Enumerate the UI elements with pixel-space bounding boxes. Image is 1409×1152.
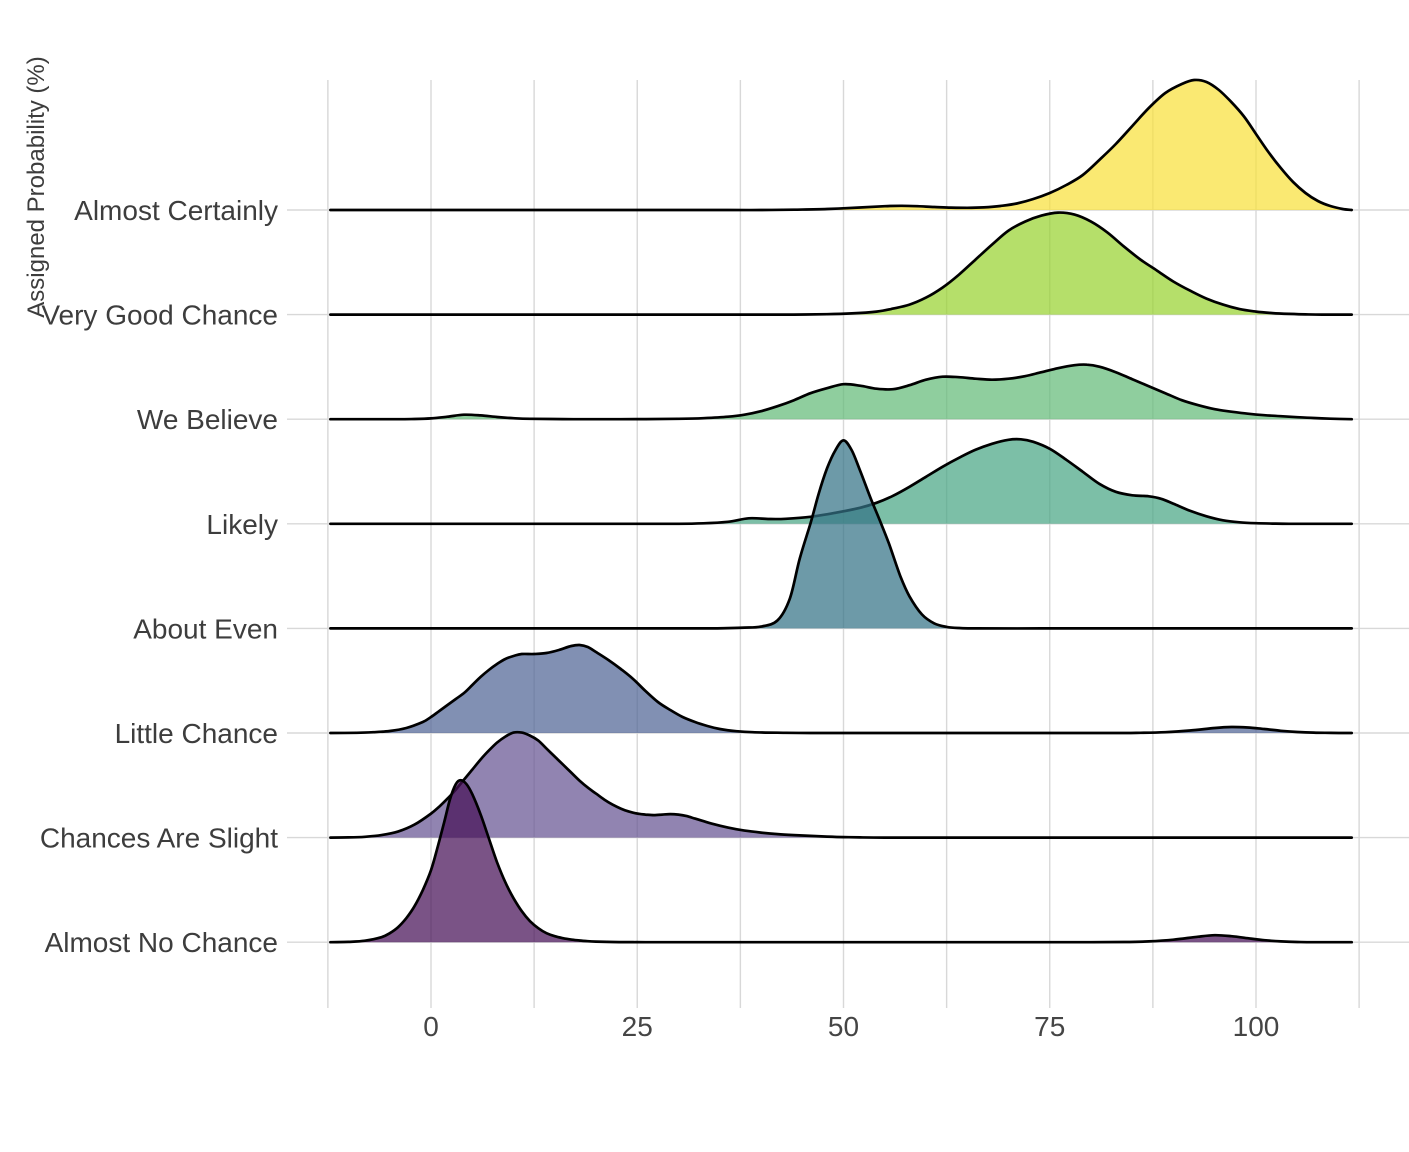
category-label-likely: Likely <box>206 509 278 540</box>
ridge-outline-likely <box>329 437 1354 526</box>
ridge-fill-little-chance <box>330 644 1352 733</box>
ridge-fill-chances-are-slight <box>330 732 1352 838</box>
category-label-very-good-chance: Very Good Chance <box>41 300 278 331</box>
ridge-fill-about-even <box>330 440 1352 629</box>
ridge-outline-we-believe <box>329 363 1354 421</box>
category-label-almost-no-chance: Almost No Chance <box>45 927 278 958</box>
ridge-fill-almost-no-chance <box>330 780 1352 943</box>
category-label-we-believe: We Believe <box>137 404 278 435</box>
category-label-little-chance: Little Chance <box>115 718 278 749</box>
ridge-fill-very-good-chance <box>330 212 1352 315</box>
category-label-chances-are-slight: Chances Are Slight <box>40 823 278 854</box>
category-label-almost-certainly: Almost Certainly <box>74 195 278 226</box>
category-label-about-even: About Even <box>133 613 278 644</box>
ridge-outline-about-even <box>329 439 1354 630</box>
ridge-fill-we-believe <box>330 364 1352 420</box>
x-tick-label-0: 0 <box>423 1011 439 1042</box>
x-tick-label-100: 100 <box>1233 1011 1280 1042</box>
ridge-outline-almost-certainly <box>329 78 1354 212</box>
ridge-fill-almost-certainly <box>330 79 1352 211</box>
ridge-fill-likely <box>330 439 1352 524</box>
ridge-outline-almost-no-chance <box>329 778 1354 944</box>
x-tick-label-75: 75 <box>1034 1011 1065 1042</box>
ridge-outline-very-good-chance <box>329 211 1354 316</box>
x-tick-label-50: 50 <box>828 1011 859 1042</box>
ridge-outline-little-chance <box>329 643 1354 735</box>
y-axis-title: Assigned Probability (%) <box>23 56 50 317</box>
x-tick-label-25: 25 <box>622 1011 653 1042</box>
